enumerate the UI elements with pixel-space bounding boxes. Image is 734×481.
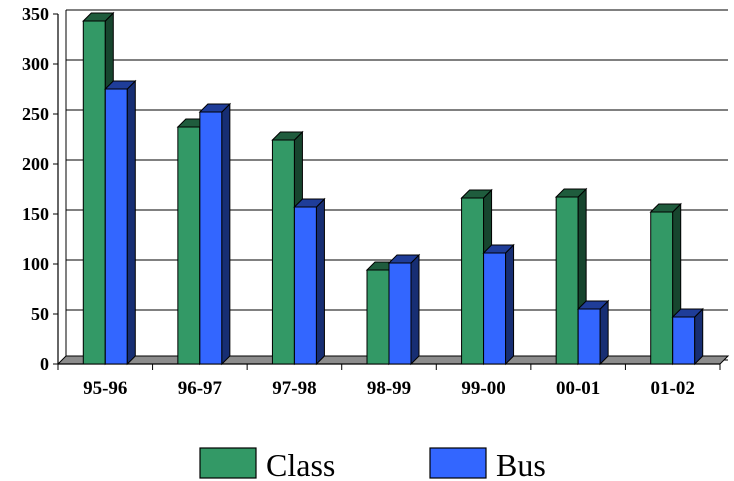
bar-top (293, 198, 326, 208)
bar-top (649, 203, 682, 213)
bar-side (599, 299, 609, 366)
bar-top (482, 244, 515, 254)
bar-front (555, 196, 579, 365)
x-category-label: 97-98 (272, 378, 316, 399)
bar-top (460, 189, 493, 199)
legend-swatch (199, 447, 257, 479)
y-axis-ticks: 0 50 100 150 200 250 300 350 (22, 4, 49, 374)
bar-front (199, 111, 223, 365)
bar-top (82, 12, 115, 22)
bar-top (104, 80, 137, 90)
legend-item-bus: Bus (429, 447, 546, 481)
bar-top (671, 308, 704, 318)
bar-front (577, 308, 601, 365)
bar-front (82, 20, 106, 365)
legend-swatch (429, 447, 487, 479)
y-tick-label: 150 (22, 204, 49, 224)
bar-bus-01-02 (671, 307, 704, 366)
y-tick-label: 50 (31, 304, 49, 324)
y-tick-label: 350 (22, 4, 49, 24)
bar-front (177, 126, 201, 365)
bar-top (387, 254, 421, 264)
bar-top (198, 103, 232, 113)
bar-bus-00-01 (576, 299, 610, 366)
bar-top (576, 300, 610, 310)
x-category-label: 95-96 (83, 378, 127, 399)
bar-front (650, 211, 674, 365)
bar-side (315, 197, 325, 366)
bar-front (366, 269, 390, 365)
y-tick-label: 100 (22, 254, 49, 274)
x-category-label: 00-01 (556, 378, 600, 399)
x-axis-categories: 95-96 96-97 97-98 98-99 99-00 00-01 01-02 (83, 378, 695, 399)
legend: Class Bus (199, 447, 546, 481)
bar-front (483, 252, 507, 365)
bar-bus-97-98 (293, 197, 326, 366)
x-category-label: 98-99 (367, 378, 411, 399)
bar-top (554, 188, 588, 198)
x-category-label: 99-00 (461, 378, 505, 399)
bar-front (293, 206, 317, 365)
y-tick-label: 250 (22, 104, 49, 124)
bars (82, 11, 704, 366)
x-category-label: 01-02 (651, 378, 695, 399)
legend-label: Bus (496, 447, 546, 481)
bar-top (271, 131, 304, 141)
bar-front (461, 197, 485, 365)
bar-bus-96-97 (198, 102, 232, 366)
x-category-label: 96-97 (178, 378, 223, 399)
bar-side (126, 79, 136, 366)
legend-label: Class (266, 447, 335, 481)
bar-side (694, 307, 704, 366)
y-tick-label: 200 (22, 154, 49, 174)
bar-front (388, 262, 412, 365)
bar-bus-98-99 (387, 253, 421, 366)
y-tick-label: 0 (40, 354, 49, 374)
legend-item-class: Class (199, 447, 335, 481)
y-tick-label: 300 (22, 54, 49, 74)
bar-front (104, 88, 128, 365)
bar-side (221, 102, 231, 366)
bar-front (271, 139, 295, 365)
bar-side (505, 243, 515, 366)
bar-side (410, 253, 420, 366)
bar-bus-95-96 (104, 79, 137, 366)
bar-bus-99-00 (482, 243, 515, 366)
bar-front (672, 316, 696, 365)
